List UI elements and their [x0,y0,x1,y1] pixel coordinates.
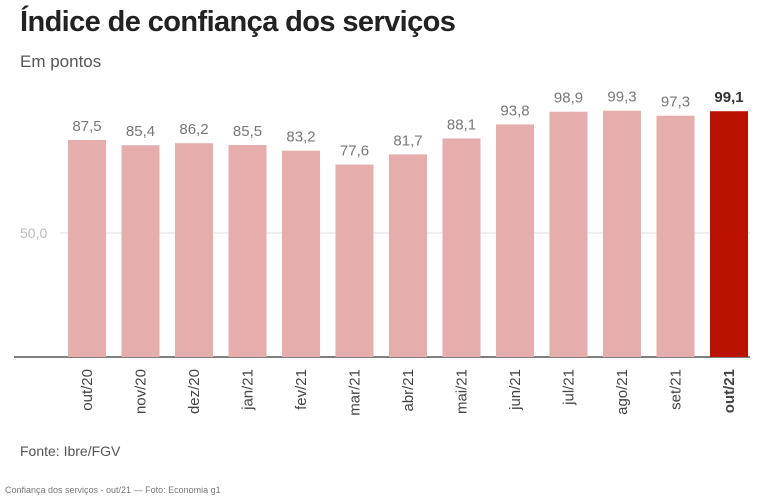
bar-set-21 [656,115,695,357]
value-label: 98,9 [554,90,583,107]
value-label: 88,1 [447,117,476,134]
chart-title: Índice de confiança dos serviços [20,6,456,38]
bar-dez-20 [175,143,213,357]
source-note: Fonte: Ibre/FGV [20,443,121,459]
bar-fev-21 [282,150,320,357]
x-tick-label: mai/21 [454,369,471,414]
x-tick-labels: out/20 nov/20 dez/20 jan/21 fev/21 mar/21 abr/… [79,369,738,416]
bar-jun-21 [496,124,534,357]
chart-subtitle: Em pontos [20,52,102,71]
bar-out-21 [710,111,748,358]
value-label: 87,5 [72,118,101,135]
value-label: 99,3 [607,89,636,106]
x-tick-label: jan/21 [240,369,257,411]
bar-mar-21 [335,164,374,357]
value-label: 77,6 [340,143,369,160]
x-tick-label: ago/21 [614,369,631,415]
x-tick-label: set/21 [668,369,685,410]
x-tick-label: jun/21 [507,369,524,411]
x-tick-label: jul/21 [561,369,578,406]
bar-jan-21 [228,144,267,357]
x-tick-label: mar/21 [347,369,364,416]
value-label: 83,2 [286,129,315,146]
x-tick-label: abr/21 [400,369,417,412]
bar-abr-21 [389,154,427,357]
y-tick-label: 50,0 [20,225,47,241]
bars [68,110,748,358]
x-tick-label: nov/20 [133,369,150,414]
bar-out-20 [68,140,106,357]
value-label: 81,7 [393,132,422,149]
x-tick-label: out/20 [79,369,96,411]
image-caption: Confiança dos serviços - out/21 — Foto: … [5,485,221,495]
value-label: 85,4 [126,123,155,140]
value-label: 99,1 [714,89,743,106]
bar-ago-21 [603,110,641,358]
bar-mai-21 [442,138,481,357]
value-label: 93,8 [500,102,529,119]
x-tick-label: fev/21 [293,369,310,410]
value-label: 86,2 [179,121,208,138]
value-label: 97,3 [661,94,690,111]
value-labels: 87,5 85,4 86,2 85,5 83,2 77,6 81,7 88,1 93,8 98,9… [72,89,743,160]
bar-chart: 50,0 87,5 85,4 86,2 85,5 83,2 77,6 81,7 88,1 93,… [14,89,750,416]
bar-nov-20 [121,145,160,357]
value-label: 85,5 [233,123,262,140]
x-tick-label: dez/20 [186,369,203,414]
x-tick-label: out/21 [721,369,738,413]
bar-jul-21 [549,111,588,357]
